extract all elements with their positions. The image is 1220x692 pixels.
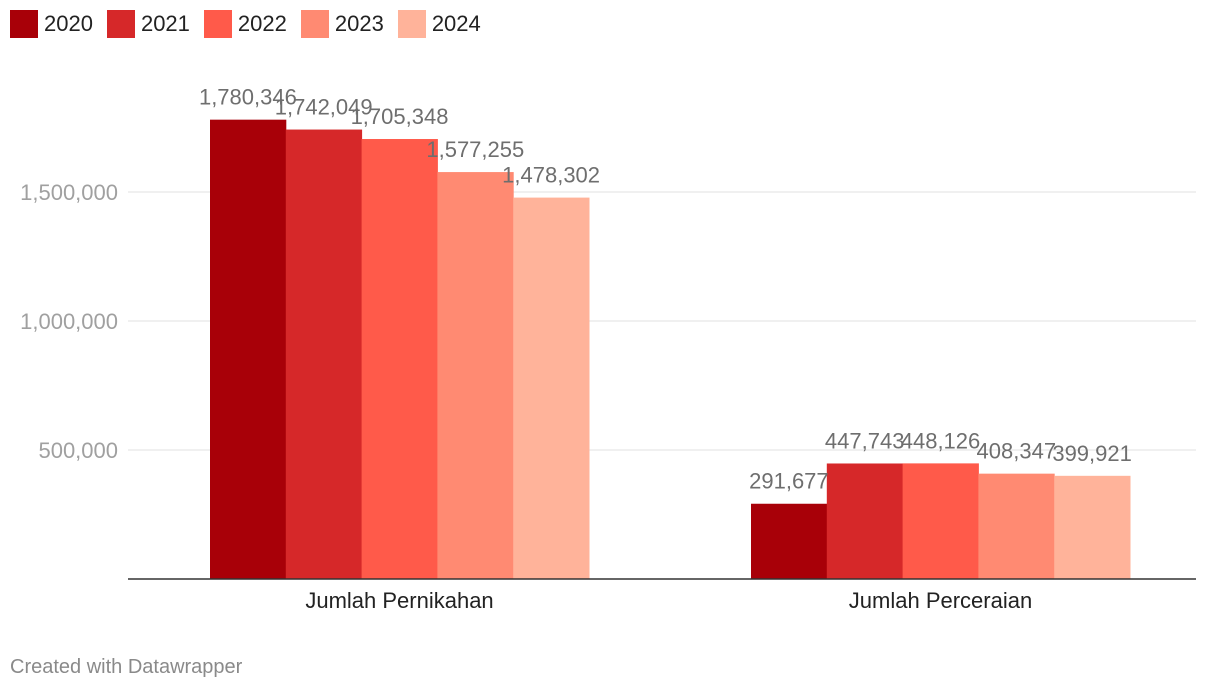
bar-2022-0: [361, 139, 438, 580]
legend-item-2024: 2024: [397, 10, 481, 38]
value-label: 1,577,255: [426, 137, 524, 162]
value-label: 291,677: [749, 469, 829, 494]
legend-item-2022: 2022: [203, 10, 287, 38]
y-tick-label: 500,000: [38, 438, 118, 463]
x-category-label: Jumlah Pernikahan: [305, 588, 493, 613]
bar-2024-1: [1054, 475, 1131, 579]
y-tick-label: 1,000,000: [20, 309, 118, 334]
x-category-label: Jumlah Perceraian: [849, 588, 1032, 613]
legend: 2020 2021 2022 2023 2024: [10, 10, 495, 38]
bar-2021-1: [826, 463, 904, 579]
legend-item-2021: 2021: [106, 10, 190, 38]
bar-2024-0: [513, 197, 590, 579]
legend-label: 2020: [44, 11, 93, 36]
y-tick-label: 1,500,000: [20, 180, 118, 205]
legend-item-2020: 2020: [10, 10, 93, 38]
value-label: 1,780,346: [199, 85, 297, 110]
bar-2021-0: [285, 129, 363, 579]
legend-swatch: [10, 10, 38, 38]
bar-2023-0: [437, 172, 514, 579]
legend-swatch: [106, 10, 135, 38]
bar-2020-0: [210, 119, 287, 580]
legend-label: 2024: [431, 11, 481, 36]
legend-label: 2021: [140, 11, 190, 36]
legend-label: 2023: [334, 11, 384, 36]
legend-swatch: [203, 10, 232, 38]
value-label: 447,743: [825, 428, 905, 453]
legend-swatch: [397, 10, 426, 38]
value-label: 1,742,049: [275, 95, 373, 120]
value-label: 408,347: [977, 439, 1057, 464]
value-label: 448,126: [901, 428, 981, 453]
legend-label: 2022: [237, 11, 287, 36]
value-label: 1,705,348: [351, 104, 449, 129]
bar-2023-1: [978, 473, 1055, 579]
bar-2022-1: [902, 463, 979, 579]
legend-item-2023: 2023: [300, 10, 384, 38]
bar-2020-1: [751, 503, 828, 579]
credit-text: Created with Datawrapper: [10, 656, 243, 678]
value-label: 399,921: [1052, 441, 1132, 466]
legend-swatch: [300, 10, 329, 38]
value-label: 1,478,302: [502, 163, 600, 188]
